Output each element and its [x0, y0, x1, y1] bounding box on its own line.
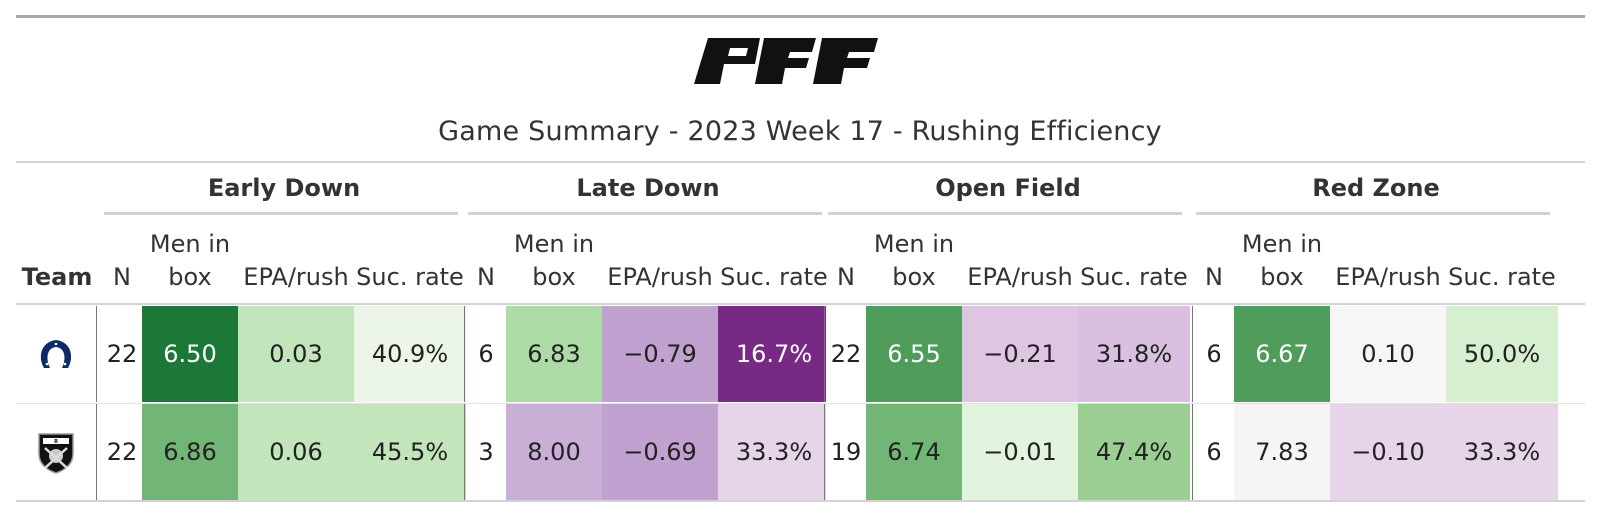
- svg-text:R: R: [54, 439, 58, 445]
- cell-late-down-suc-rate: 16.7%: [718, 306, 830, 402]
- cell-late-down-men-in-box: 6.83: [506, 306, 602, 402]
- row-divider-team: [96, 306, 97, 402]
- cell-early-down-n: 22: [102, 306, 142, 402]
- cell-red-zone-men-in-box: 7.83: [1234, 404, 1330, 500]
- column-header-suc-rate-open-field: Suc. rate: [1080, 263, 1188, 291]
- column-header-team: Team: [21, 263, 93, 291]
- cell-early-down-epa-rush: 0.06: [238, 404, 354, 500]
- cell-red-zone-n: 6: [1194, 404, 1234, 500]
- group-divider-late-down: [464, 306, 465, 402]
- cell-red-zone-suc-rate: 33.3%: [1446, 404, 1558, 500]
- header-rule: [16, 303, 1585, 305]
- group-divider-late-down: [464, 404, 465, 500]
- cell-red-zone-n: 6: [1194, 306, 1234, 402]
- column-header-epa-late-down: EPA/rush: [607, 263, 713, 291]
- men-in-box-line1: Men in: [873, 230, 955, 258]
- cell-open-field-men-in-box: 6.55: [866, 306, 962, 402]
- cell-open-field-men-in-box: 6.74: [866, 404, 962, 500]
- cell-open-field-suc-rate: 47.4%: [1078, 404, 1190, 500]
- group-divider-open-field: [824, 306, 825, 402]
- column-header-men-in-box-open-field: Men in box: [866, 228, 962, 294]
- column-header-n-late-down: N: [477, 263, 495, 291]
- cell-red-zone-suc-rate: 50.0%: [1446, 306, 1558, 402]
- column-header-epa-red-zone: EPA/rush: [1335, 263, 1441, 291]
- spanner-rule-red-zone: [1196, 212, 1550, 215]
- column-header-n-open-field: N: [837, 263, 855, 291]
- column-header-men-in-box-late-down: Men in box: [506, 228, 602, 294]
- spanner-rule-early-down: [104, 212, 458, 215]
- cell-open-field-epa-rush: −0.01: [962, 404, 1078, 500]
- spanner-open-field: Open Field: [935, 174, 1081, 202]
- column-header-men-in-box-red-zone: Men in box: [1234, 228, 1330, 294]
- bottom-rule: [16, 500, 1585, 502]
- column-header-suc-rate-late-down: Suc. rate: [720, 263, 828, 291]
- spanner-rule-late-down: [468, 212, 822, 215]
- row-rule: [16, 403, 1585, 404]
- cell-open-field-suc-rate: 31.8%: [1078, 306, 1190, 402]
- cell-red-zone-epa-rush: −0.10: [1330, 404, 1446, 500]
- men-in-box-line2: box: [532, 263, 576, 291]
- group-divider-red-zone: [1192, 404, 1193, 500]
- row-divider-team: [96, 404, 97, 500]
- cell-early-down-n: 22: [102, 404, 142, 500]
- column-header-epa-open-field: EPA/rush: [967, 263, 1073, 291]
- cell-late-down-men-in-box: 8.00: [506, 404, 602, 500]
- cell-red-zone-epa-rush: 0.10: [1330, 306, 1446, 402]
- men-in-box-line1: Men in: [149, 230, 231, 258]
- column-header-n-early-down: N: [113, 263, 131, 291]
- colts-horseshoe-icon: [16, 306, 96, 402]
- raiders-shield-icon: R: [16, 404, 96, 500]
- title-rule: [16, 161, 1585, 163]
- men-in-box-line1: Men in: [513, 230, 595, 258]
- cell-early-down-epa-rush: 0.03: [238, 306, 354, 402]
- column-header-epa-early-down: EPA/rush: [243, 263, 349, 291]
- cell-late-down-epa-rush: −0.69: [602, 404, 718, 500]
- men-in-box-line2: box: [892, 263, 936, 291]
- table-title: Game Summary - 2023 Week 17 - Rushing Ef…: [438, 116, 1162, 147]
- men-in-box-line2: box: [168, 263, 212, 291]
- cell-late-down-suc-rate: 33.3%: [718, 404, 830, 500]
- spanner-rule-open-field: [828, 212, 1182, 215]
- cell-early-down-men-in-box: 6.86: [142, 404, 238, 500]
- cell-late-down-n: 3: [466, 404, 506, 500]
- column-header-men-in-box-early-down: Men in box: [142, 228, 238, 294]
- spanner-late-down: Late Down: [576, 174, 720, 202]
- pff-logo: [694, 38, 878, 84]
- group-divider-red-zone: [1192, 306, 1193, 402]
- cell-open-field-epa-rush: −0.21: [962, 306, 1078, 402]
- cell-open-field-n: 19: [826, 404, 866, 500]
- cell-red-zone-men-in-box: 6.67: [1234, 306, 1330, 402]
- cell-open-field-n: 22: [826, 306, 866, 402]
- spanner-early-down: Early Down: [207, 174, 361, 202]
- cell-late-down-epa-rush: −0.79: [602, 306, 718, 402]
- column-header-suc-rate-early-down: Suc. rate: [356, 263, 464, 291]
- column-header-suc-rate-red-zone: Suc. rate: [1448, 263, 1556, 291]
- men-in-box-line1: Men in: [1241, 230, 1323, 258]
- spanner-red-zone: Red Zone: [1312, 174, 1440, 202]
- men-in-box-line2: box: [1260, 263, 1304, 291]
- column-header-n-red-zone: N: [1205, 263, 1223, 291]
- cell-early-down-suc-rate: 40.9%: [354, 306, 466, 402]
- group-divider-open-field: [824, 404, 825, 500]
- cell-early-down-suc-rate: 45.5%: [354, 404, 466, 500]
- cell-early-down-men-in-box: 6.50: [142, 306, 238, 402]
- top-border: [16, 15, 1585, 18]
- cell-late-down-n: 6: [466, 306, 506, 402]
